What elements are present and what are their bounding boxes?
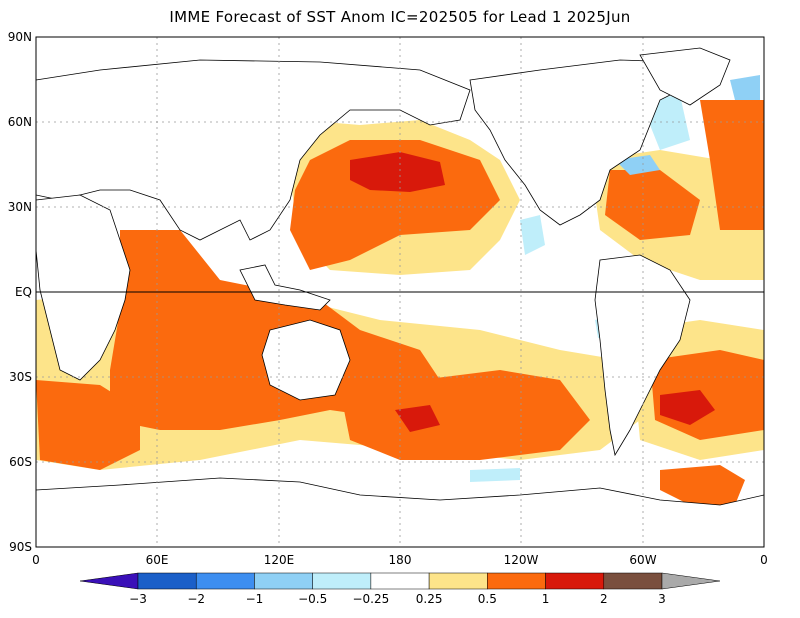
lon-labels: 0 60E 120E 180 120W 60W 0 [32,553,768,567]
warm-south-pacific [340,370,590,460]
colorbar-label: 3 [658,592,666,606]
colorbar-extend-low [79,572,139,590]
colorbar-swatch [137,572,197,590]
colorbar-label: 0.25 [416,592,443,606]
map-title: IMME Forecast of SST Anom IC=202505 for … [169,8,631,26]
lon-label: 0 [32,553,40,567]
colorbar-label: −1 [246,592,264,606]
colorbar-label: 0.5 [478,592,497,606]
colorbar-label: −2 [187,592,205,606]
colorbar-swatch [254,572,313,590]
lon-label: 60E [146,553,169,567]
plot-frame [35,36,765,548]
colorbar-swatch [312,572,372,590]
colorbar-label: 1 [542,592,550,606]
lon-label: 60W [629,553,656,567]
lon-label: 120W [504,553,539,567]
warm-north-atlantic [605,170,700,240]
lat-label: 60S [9,455,32,469]
land-greenland [639,47,731,106]
cool-arctic-east [730,75,760,100]
colorbar-swatch [603,572,663,590]
land-australia [261,319,351,401]
lon-label: 180 [389,553,412,567]
cool-west-coast-na [520,215,545,255]
lon-label: 0 [760,553,768,567]
land-southeast-asia-islands [239,264,331,311]
cool-south-pacific [470,468,520,482]
lat-label: EQ [15,285,32,299]
warm-southern-indian-band [36,380,140,470]
lat-label: 30S [9,370,32,384]
cool-gulf-stream [615,155,660,175]
colorbar-label: −3 [129,592,147,606]
colorbar-label: 2 [600,592,608,606]
colorbar-swatch [487,572,546,590]
colorbar: −3 −2 −1 −0.5 −0.25 0.25 0.5 1 2 3 [79,572,721,606]
lat-label: 30N [8,200,32,214]
lat-label: 90N [8,30,32,44]
lon-label: 120E [264,553,295,567]
warm-strong-south-atlantic [660,390,715,425]
colorbar-swatch [545,572,605,590]
colorbar-swatch [428,572,488,590]
warm-north-atlantic-east [700,100,764,230]
warm-south-america-south [660,465,745,505]
land-africa [36,194,131,381]
land-europe-asia [36,59,471,241]
colorbar-label: −0.5 [298,592,327,606]
colorbar-extend-high [661,572,721,590]
colorbar-swatch [370,572,430,590]
warm-strong-south-pacific [395,405,440,432]
warm-north-pacific [290,140,500,270]
grid-lines [36,37,764,547]
warm-strong-north-pacific [350,152,445,192]
lat-labels: 90N 60N 30N EQ 30S 60S 90S [8,30,32,554]
colorbar-label: −0.25 [352,592,389,606]
colorbar-swatch [195,572,255,590]
lat-label: 90S [9,540,32,554]
land-south-america [594,254,691,457]
lat-label: 60N [8,115,32,129]
